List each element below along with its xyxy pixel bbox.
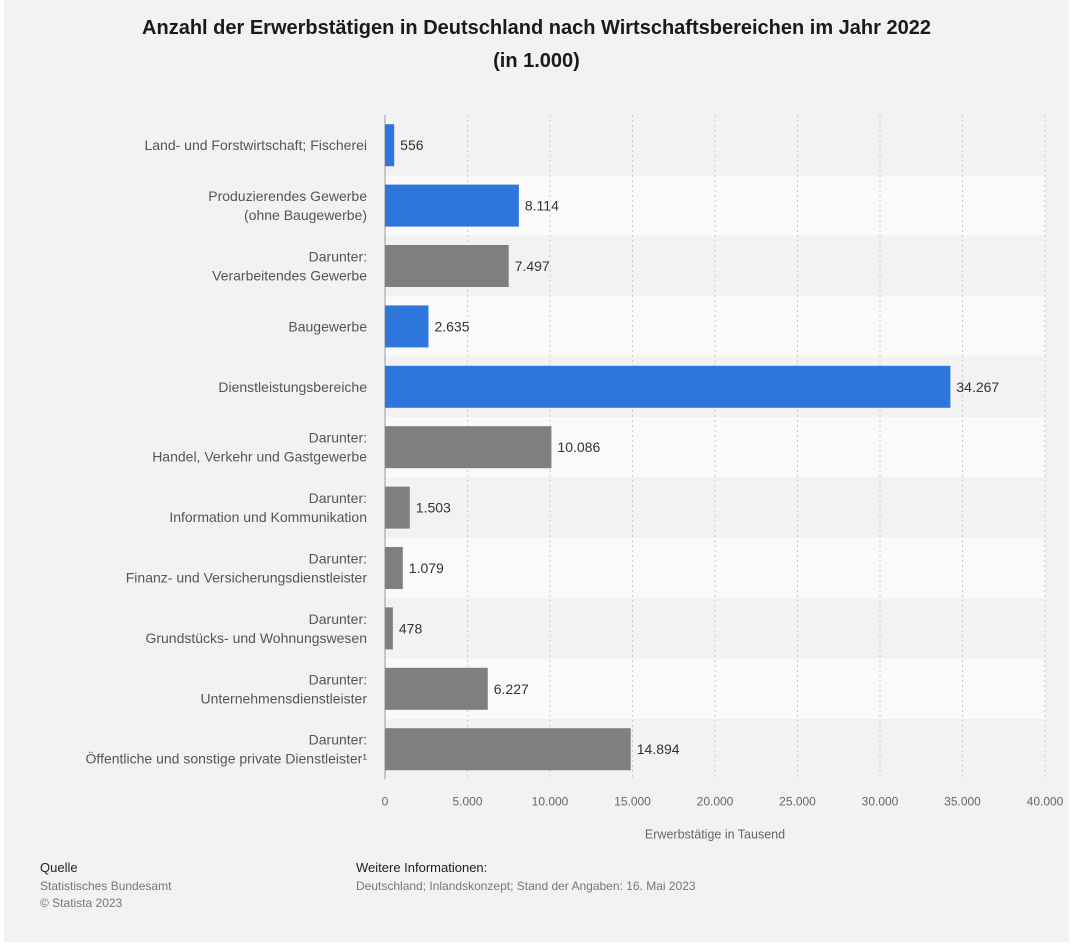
category-label: Land- und Forstwirtschaft; Fischerei [144,137,367,153]
x-tick-label: 0 [382,794,389,808]
category-label: Handel, Verkehr und Gastgewerbe [152,449,367,465]
value-label: 34.267 [956,379,999,395]
bar [385,547,403,589]
bar [385,667,488,710]
value-label: 6.227 [494,681,529,697]
category-label: Information und Kommunikation [169,509,367,525]
source-line-2: © Statista 2023 [40,896,123,910]
chart-title-line-2: (in 1.000) [493,50,580,72]
info-heading: Weitere Informationen: [356,860,488,875]
x-axis-title: Erwerbstätige in Tausend [645,827,785,841]
chart-title-line-1: Anzahl der Erwerbstätigen in Deutschland… [142,17,931,39]
bar [385,245,509,287]
row-stripe [385,537,1045,599]
value-label: 14.894 [637,741,680,757]
source-line-1: Statistisches Bundesamt [40,879,172,893]
category-label: Darunter: [309,551,367,567]
category-label: Darunter: [309,611,367,627]
category-label: (ohne Baugewerbe) [244,207,367,223]
category-label: Darunter: [309,732,367,748]
x-tick-label: 40.000 [1027,794,1064,808]
category-label: Darunter: [309,671,367,687]
category-label: Darunter: [309,490,367,506]
value-label: 8.114 [525,198,559,214]
x-tick-label: 15.000 [614,794,651,808]
value-label: 10.086 [557,439,600,455]
value-label: 478 [399,620,423,636]
row-stripe [385,598,1045,659]
category-label: Darunter: [309,430,367,446]
value-label: 2.635 [434,318,469,334]
value-label: 7.497 [515,258,550,274]
bar [385,184,519,227]
chart-title: Anzahl der Erwerbstätigen in Deutschland… [0,12,1073,78]
x-tick-label: 10.000 [532,794,569,808]
category-label: Unternehmensdienstleister [200,690,367,706]
category-label: Darunter: [309,249,367,265]
row-stripe [385,477,1045,538]
category-label: Produzierendes Gewerbe [208,188,367,204]
category-label: Finanz- und Versicherungsdienstleister [126,570,368,586]
bar-chart: 556 Land- und Forstwirtschaft; Fischerei 8… [86,115,1064,841]
x-tick-label: 30.000 [862,794,899,808]
bar [385,365,951,408]
info-text: Deutschland; Inlandskonzept; Stand der A… [356,879,696,893]
x-tick-label: 35.000 [944,794,981,808]
bar [385,486,410,529]
category-label: Dienstleistungsbereiche [218,379,367,395]
x-tick-label: 25.000 [779,794,816,808]
category-label: Verarbeitendes Gewerbe [212,268,367,284]
bar [385,728,631,771]
value-label: 1.503 [416,500,451,516]
bar [385,124,395,167]
category-label: Grundstücks- und Wohnungswesen [145,630,367,646]
source-heading: Quelle [40,860,78,875]
x-tick-label: 5.000 [452,794,482,808]
bar [385,305,429,348]
bar [385,426,552,469]
x-tick-label: 20.000 [697,794,734,808]
category-label: Baugewerbe [288,318,367,334]
bar [385,607,393,650]
value-label: 1.079 [409,560,444,576]
category-label: Öffentliche und sonstige private Dienstl… [86,750,368,767]
value-label: 556 [400,137,424,153]
row-stripe [385,658,1045,719]
